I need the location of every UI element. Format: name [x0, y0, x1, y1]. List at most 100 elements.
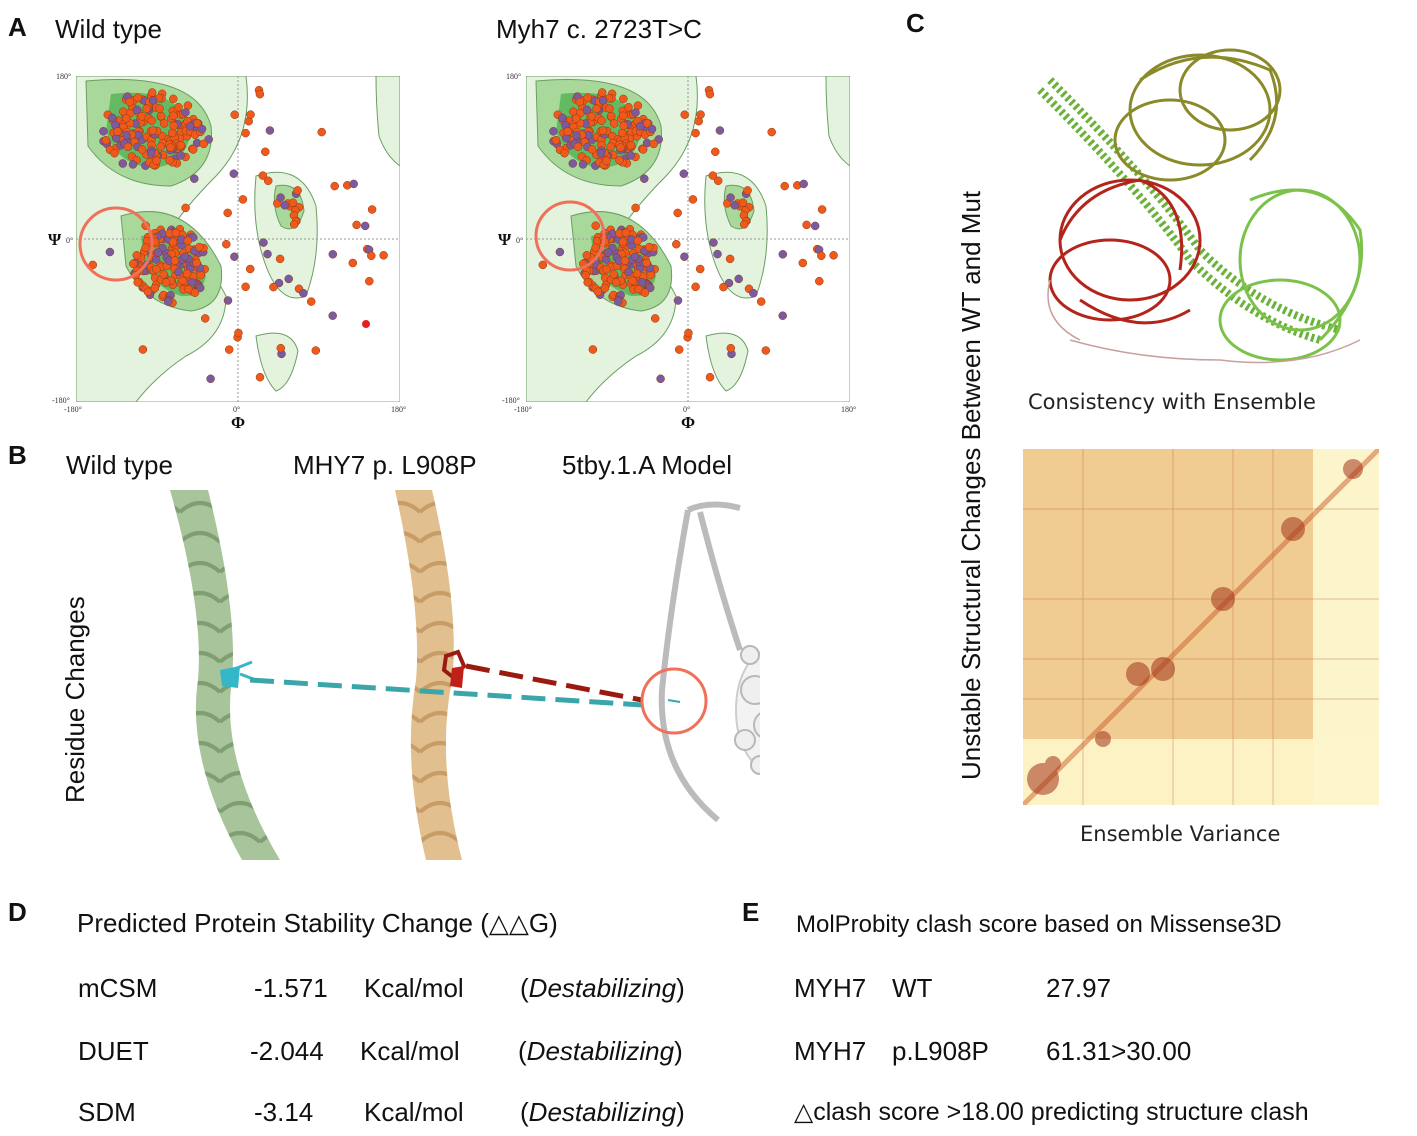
rama-point: [206, 374, 215, 384]
rama-point: [606, 111, 616, 121]
rama-point: [269, 282, 278, 292]
rama-point: [711, 147, 720, 157]
rama-point: [141, 243, 150, 252]
rama-point: [197, 124, 207, 134]
rama-point: [617, 128, 627, 138]
rama-point: [166, 143, 175, 152]
rama-point: [165, 156, 174, 165]
rama-point: [582, 251, 592, 260]
rama-point: [190, 174, 199, 183]
rama-point: [137, 145, 147, 154]
rama-point: [255, 372, 265, 382]
rama-point: [261, 147, 270, 157]
rama-point: [280, 201, 289, 210]
rama-point: [184, 284, 193, 294]
rama-point: [223, 296, 233, 305]
rama-point: [118, 159, 128, 168]
ddg-unit: Kcal/mol: [360, 1036, 460, 1066]
rama-point: [568, 159, 578, 168]
rama-point: [187, 277, 197, 287]
panel-d-letter: D: [8, 897, 27, 927]
ramachandran-plot-wt: [76, 76, 400, 402]
panel-b-letter: B: [8, 440, 27, 470]
tick-x-left: -180°: [514, 405, 532, 414]
rama-point: [311, 346, 321, 355]
rama-point: [178, 276, 187, 285]
rama-point: [129, 259, 138, 269]
rama-point: [132, 105, 142, 115]
rama-point: [708, 171, 718, 180]
rama-point: [604, 248, 613, 257]
rama-point: [558, 113, 567, 123]
rama-point: [123, 142, 133, 152]
residue-changes-label: Residue Changes: [60, 596, 90, 803]
rama-point: [142, 104, 151, 113]
rama-point: [632, 269, 642, 278]
rama-point: [602, 264, 611, 274]
rama-point: [593, 287, 603, 297]
rama-point: [169, 121, 178, 130]
rama-point: [749, 288, 758, 298]
rama-point: [726, 343, 736, 353]
rama-point: [223, 208, 232, 218]
rama-point: [348, 258, 358, 268]
rama-point: [330, 181, 339, 191]
effect: (Destabilizing): [518, 1036, 683, 1066]
rama-point: [630, 252, 640, 262]
rama-wt-title: Wild type: [55, 14, 162, 44]
tick-y-top: 180°: [506, 72, 522, 81]
variant: p.L908P: [892, 1036, 989, 1066]
rama-point: [288, 198, 298, 207]
rama-point: [624, 267, 633, 277]
rama-point: [799, 179, 808, 189]
clash-score: 27.97: [1046, 973, 1112, 1003]
ddg-unit: Kcal/mol: [364, 1097, 464, 1127]
tick-y-mid: 0°: [516, 236, 524, 245]
ensemble-structure: [1037, 48, 1364, 364]
rama-point: [284, 274, 293, 284]
rama-point: [159, 270, 168, 279]
rama-point: [600, 283, 610, 293]
rama-point: [259, 238, 268, 247]
rama-point: [719, 282, 728, 292]
stability-title: Predicted Protein Stability Change (△△G): [77, 908, 558, 938]
method-name: SDM: [78, 1097, 136, 1127]
rama-point: [170, 256, 180, 265]
panel-a-letter: A: [8, 12, 27, 42]
panel-c-letter: C: [906, 8, 925, 38]
tick-x-mid: 0°: [233, 405, 241, 414]
rama-point: [99, 127, 108, 136]
rama-point: [581, 270, 590, 280]
rama-point: [181, 108, 190, 117]
rama-point: [174, 102, 183, 112]
rama-point: [263, 249, 272, 259]
rama-point: [656, 374, 665, 384]
rama-point: [620, 256, 630, 265]
heatmap-caption: Ensemble Variance: [1080, 822, 1281, 846]
rama-point: [352, 220, 361, 230]
rama-point: [739, 220, 749, 229]
rama-point: [715, 126, 725, 135]
rama-point: [128, 160, 138, 169]
rama-point: [246, 110, 255, 119]
rama-point: [756, 297, 766, 306]
rama-point: [195, 283, 205, 293]
model-structure: [658, 501, 743, 823]
rama-point: [643, 119, 652, 128]
ddg-value: -3.14: [254, 1097, 314, 1127]
rama-point: [101, 135, 111, 145]
rama-point: [583, 93, 592, 102]
rama-point: [817, 205, 827, 214]
rama-point: [582, 105, 592, 115]
mutant-helix: [395, 490, 462, 860]
psi-label: Ψ: [48, 230, 62, 249]
rama-point: [591, 221, 600, 230]
rama-points-wt: [88, 85, 388, 384]
tick-y-top: 180°: [56, 72, 72, 81]
rama-point: [180, 252, 190, 262]
structure-caption: Consistency with Ensemble: [1028, 390, 1316, 414]
rama-point: [619, 94, 628, 104]
rama-point: [691, 128, 700, 138]
rama-point: [649, 139, 658, 149]
rama-point: [195, 242, 204, 252]
